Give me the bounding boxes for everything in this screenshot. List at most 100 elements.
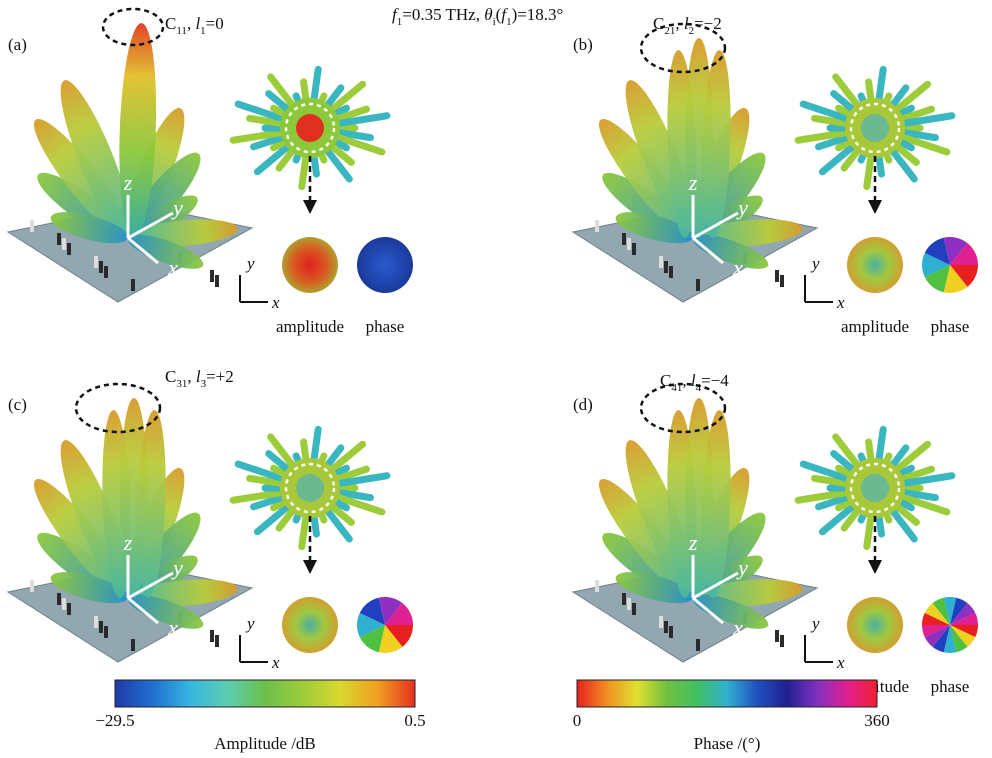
axis-label-3d: x: [167, 255, 178, 280]
figure-header: f1=0.35 THz, θi(f1)=18.3°: [392, 5, 563, 28]
figure: f1=0.35 THz, θi(f1)=18.3° (a) C11, l1=0 z y…: [0, 0, 992, 758]
phase-caption: phase: [931, 677, 970, 696]
axis-label-3d: x: [732, 255, 743, 280]
meta-atom: [215, 275, 219, 287]
meta-atom: [696, 279, 700, 291]
axis-label-3d: z: [688, 170, 698, 195]
meta-atom: [780, 635, 784, 647]
panel-title: C11, l1=0: [165, 14, 224, 37]
projection-arrowhead: [868, 560, 882, 574]
flower-center: [861, 474, 889, 502]
phase-map: [357, 237, 413, 293]
colorbar-tick-label: −29.5: [95, 711, 134, 730]
inset-axis-label: x: [836, 653, 845, 672]
meta-atom: [62, 238, 66, 250]
text-segment: =+2: [206, 367, 234, 386]
inset-axis-label: y: [245, 254, 255, 273]
meta-atom: [30, 580, 34, 592]
meta-atom: [669, 626, 673, 638]
colorbar-label: Amplitude /dB: [214, 734, 316, 753]
text-segment: C: [165, 367, 176, 386]
axis-label-3d: y: [736, 555, 748, 580]
meta-atom: [632, 243, 636, 255]
meta-atom: [659, 256, 663, 268]
meta-atom: [659, 616, 663, 628]
text-segment: )=18.3°: [512, 5, 564, 24]
meta-atom: [669, 266, 673, 278]
panel: (c)C31, l3=+2zyxamplitudephaseyx: [8, 367, 413, 696]
meta-atom: [622, 233, 626, 245]
text-segment: =0.35 THz,: [402, 5, 484, 24]
panel-label: (b): [573, 35, 593, 54]
meta-atom: [595, 220, 599, 232]
meta-atom: [210, 630, 214, 642]
meta-atom: [664, 621, 668, 633]
meta-atom: [30, 220, 34, 232]
meta-atom: [664, 261, 668, 273]
panel-label: (c): [8, 395, 27, 414]
meta-atom: [622, 593, 626, 605]
meta-atom: [696, 639, 700, 651]
projection-arrowhead: [868, 200, 882, 214]
meta-atom: [780, 275, 784, 287]
phase-caption: phase: [931, 317, 970, 336]
text-segment: C: [165, 14, 176, 33]
inset-axis-label: y: [810, 254, 820, 273]
projection-arrowhead: [303, 200, 317, 214]
colorbar: [115, 680, 415, 707]
meta-atom: [104, 626, 108, 638]
meta-atom: [775, 630, 779, 642]
axis-label-3d: z: [688, 530, 698, 555]
phase-caption: phase: [366, 317, 405, 336]
colorbar-tick-label: 360: [864, 711, 890, 730]
meta-atom: [627, 598, 631, 610]
meta-atom: [632, 603, 636, 615]
meta-atom: [595, 580, 599, 592]
inset-axis-label: x: [271, 293, 280, 312]
meta-atom: [67, 603, 71, 615]
colorbar: [577, 680, 877, 707]
amplitude-map: [847, 597, 903, 653]
panel: (d)C41, l4=−4zyxamplitudephaseyx: [573, 371, 978, 696]
flower-center: [861, 114, 889, 142]
flower-center: [296, 114, 324, 142]
meta-atom: [627, 238, 631, 250]
text-segment: ,: [187, 367, 196, 386]
amplitude-caption: amplitude: [276, 317, 344, 336]
text-segment: ,: [682, 371, 691, 390]
meta-atom: [99, 621, 103, 633]
inset-axis-label: y: [810, 614, 820, 633]
amplitude-map: [282, 237, 338, 293]
axis-label-3d: x: [167, 615, 178, 640]
meta-atom: [99, 261, 103, 273]
text-segment: =−2: [694, 14, 722, 33]
text-segment: ,: [187, 14, 196, 33]
text-segment: θ: [484, 5, 492, 24]
panel-label: (a): [8, 35, 27, 54]
axis-label-3d: y: [171, 195, 183, 220]
meta-atom: [775, 270, 779, 282]
colorbar-label: Phase /(°): [694, 734, 761, 753]
panel: (a) C11, l1=0 z y x amplitude phase y x: [8, 9, 413, 336]
projection-arrowhead: [303, 560, 317, 574]
meta-atom: [131, 279, 135, 291]
inset-axis-label: x: [271, 653, 280, 672]
meta-atom: [210, 270, 214, 282]
axis-label-3d: y: [171, 555, 183, 580]
axis-label-3d: z: [123, 170, 133, 195]
meta-atom: [67, 243, 71, 255]
axis-label-3d: x: [732, 615, 743, 640]
amplitude-map: [282, 597, 338, 653]
text-segment: =0: [206, 14, 224, 33]
panel-label: (d): [573, 395, 593, 414]
axis-label-3d: y: [736, 195, 748, 220]
amplitude-caption: amplitude: [841, 317, 909, 336]
amplitude-map: [847, 237, 903, 293]
meta-atom: [104, 266, 108, 278]
meta-atom: [62, 598, 66, 610]
panel-title: C41, l4=−4: [660, 371, 729, 394]
text-segment: 31: [176, 378, 187, 390]
inset-axis-label: x: [836, 293, 845, 312]
text-segment: 11: [176, 25, 187, 37]
axis-label-3d: z: [123, 530, 133, 555]
